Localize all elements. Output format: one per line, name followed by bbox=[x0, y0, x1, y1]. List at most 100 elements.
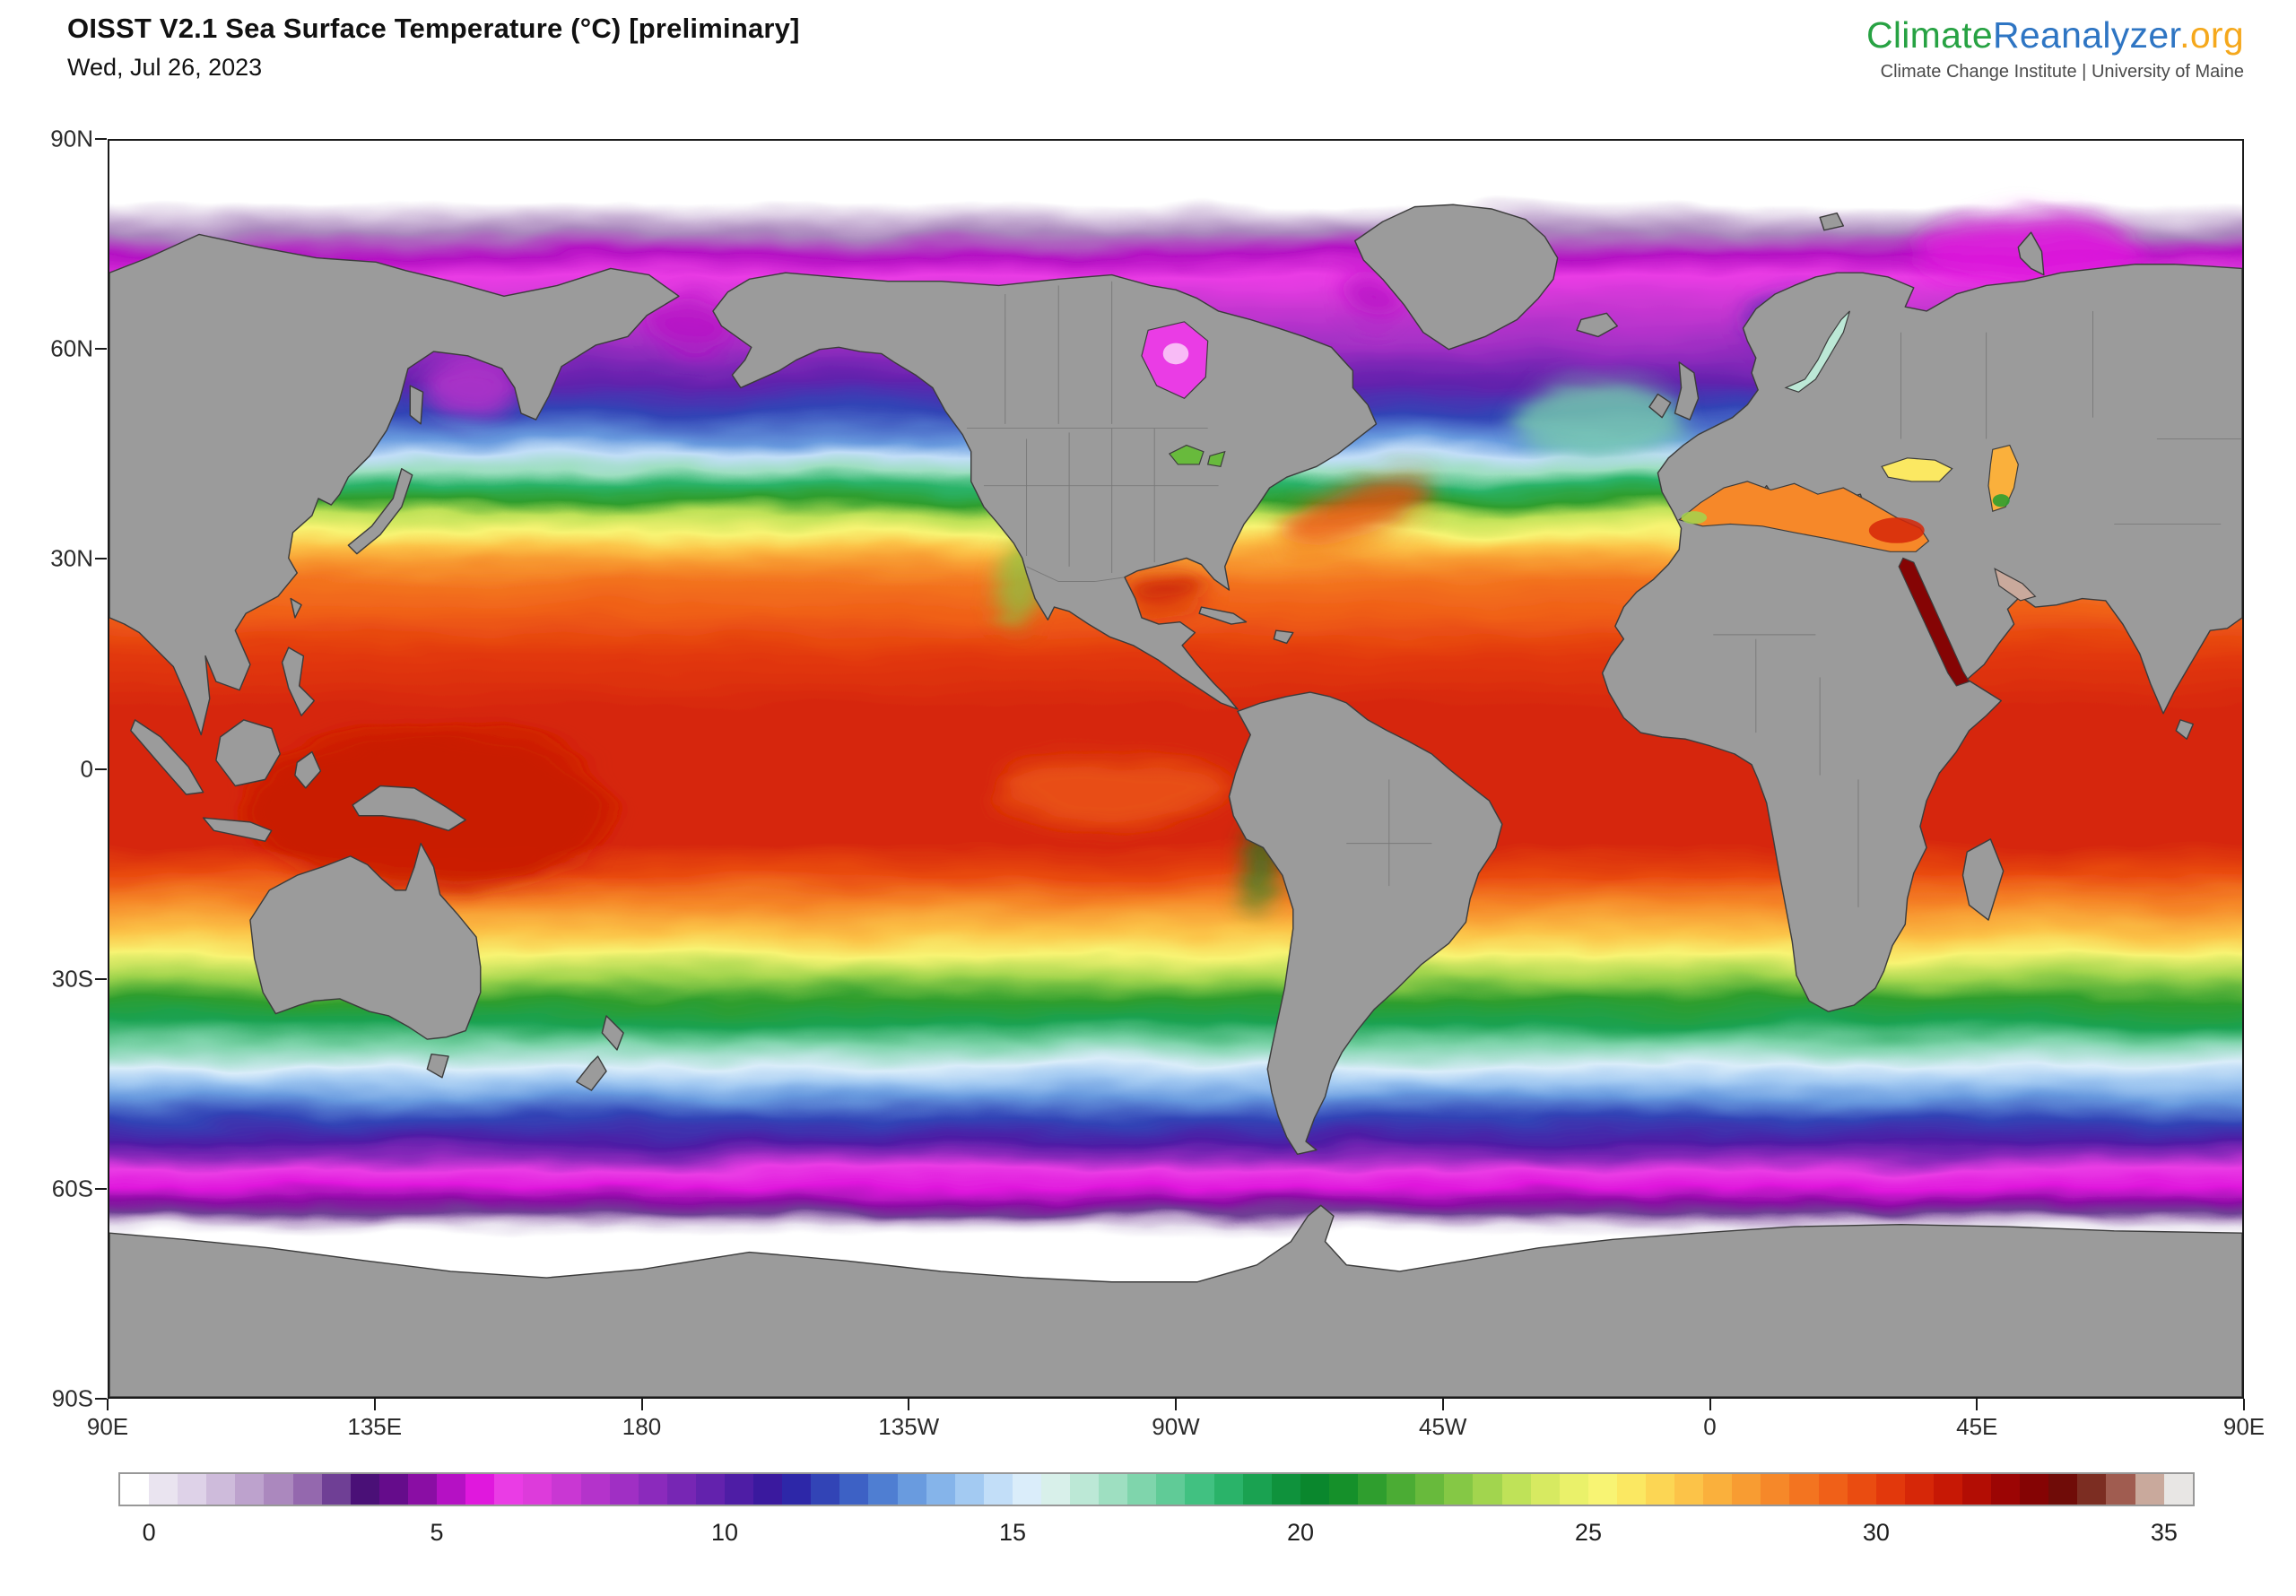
colorbar-swatch bbox=[753, 1474, 783, 1505]
colorbar-swatch bbox=[580, 1474, 610, 1505]
colorbar-swatch bbox=[666, 1474, 696, 1505]
great-lakes-east bbox=[1206, 450, 1226, 467]
colorbar-swatch bbox=[1070, 1474, 1100, 1505]
lon-tick bbox=[908, 1399, 910, 1410]
colorbar-swatch bbox=[1645, 1474, 1675, 1505]
title-block: OISST V2.1 Sea Surface Temperature (°C) … bbox=[67, 13, 800, 82]
island-ireland bbox=[1648, 393, 1672, 419]
colorbar-swatch bbox=[552, 1474, 581, 1505]
colorbar-swatch bbox=[2135, 1474, 2164, 1505]
colorbar-tick-label: 10 bbox=[711, 1519, 739, 1546]
colorbar-swatch bbox=[2163, 1474, 2193, 1505]
lon-label: 90E bbox=[86, 1413, 129, 1440]
island-iceland bbox=[1576, 312, 1618, 338]
continent-north-america bbox=[712, 272, 1378, 710]
colorbar-swatch bbox=[1012, 1474, 1041, 1505]
continent-afro-eurasia bbox=[1601, 264, 2242, 1012]
island-cuba bbox=[1198, 606, 1248, 625]
lon-tick bbox=[2243, 1399, 2245, 1410]
colorbar-swatch bbox=[523, 1474, 552, 1505]
colorbar-swatch bbox=[1904, 1474, 1934, 1505]
colorbar-swatch bbox=[1616, 1474, 1646, 1505]
island-sakhalin bbox=[409, 385, 424, 425]
colorbar-swatch bbox=[1559, 1474, 1588, 1505]
colorbar-swatch bbox=[2077, 1474, 2107, 1505]
baltic-sea bbox=[1784, 310, 1851, 393]
continent-south-america bbox=[1228, 691, 1503, 1156]
ne-atlantic-patch bbox=[1517, 378, 1688, 456]
lat-tick bbox=[95, 138, 107, 140]
colorbar-swatch bbox=[868, 1474, 898, 1505]
island-nz-north bbox=[601, 1015, 624, 1051]
colorbar-swatch bbox=[1933, 1474, 1962, 1505]
island-java bbox=[202, 817, 273, 842]
colorbar-swatch bbox=[1358, 1474, 1387, 1505]
colorbar-tick-label: 30 bbox=[1862, 1519, 1890, 1546]
colorbar-swatch bbox=[206, 1474, 236, 1505]
brand-tagline: Climate Change Institute | University of… bbox=[1880, 62, 2244, 82]
colorbar-tick-label: 0 bbox=[142, 1519, 156, 1546]
colorbar-swatch bbox=[1444, 1474, 1474, 1505]
lat-label: 60S bbox=[51, 1175, 93, 1202]
lat-label: 60N bbox=[50, 334, 93, 362]
lon-tick bbox=[373, 1399, 376, 1410]
island-borneo bbox=[215, 719, 281, 787]
colorbar bbox=[118, 1472, 2195, 1506]
black-sea bbox=[1881, 457, 1953, 482]
gulf-stream-patch bbox=[1279, 477, 1435, 551]
colorbar-swatch bbox=[2106, 1474, 2135, 1505]
lat-label: 0 bbox=[80, 755, 93, 782]
lon-label: 0 bbox=[1703, 1413, 1717, 1440]
colorbar-tick-label: 5 bbox=[430, 1519, 444, 1546]
east-mediterranean-hotspot bbox=[1868, 517, 1925, 543]
colorbar-swatch bbox=[1789, 1474, 1819, 1505]
colorbar-tick-label: 35 bbox=[2150, 1519, 2178, 1546]
colorbar-swatch bbox=[926, 1474, 955, 1505]
colorbar-swatch bbox=[1473, 1474, 1502, 1505]
colorbar-swatch bbox=[638, 1474, 667, 1505]
map-title: OISST V2.1 Sea Surface Temperature (°C) … bbox=[67, 13, 800, 44]
colorbar-swatch bbox=[1501, 1474, 1531, 1505]
lat-label: 30N bbox=[50, 544, 93, 572]
lon-label: 180 bbox=[622, 1413, 662, 1440]
lon-tick bbox=[107, 1399, 109, 1410]
continent-asia bbox=[109, 233, 680, 736]
brand-part: .org bbox=[2179, 14, 2244, 56]
lon-tick bbox=[640, 1399, 643, 1410]
island-japan bbox=[347, 467, 413, 555]
colorbar-swatch bbox=[1156, 1474, 1186, 1505]
lat-label: 90N bbox=[50, 125, 93, 152]
continent-antarctica bbox=[109, 1204, 2242, 1397]
lon-label: 135W bbox=[878, 1413, 940, 1440]
colorbar-swatch bbox=[1587, 1474, 1617, 1505]
colorbar-swatch bbox=[1127, 1474, 1157, 1505]
lon-label: 90W bbox=[1152, 1413, 1200, 1440]
brand-logo[interactable]: ClimateReanalyzer.org bbox=[1866, 14, 2244, 56]
lon-tick bbox=[1175, 1399, 1177, 1410]
colorbar-swatch bbox=[235, 1474, 265, 1505]
colorbar-swatch bbox=[321, 1474, 351, 1505]
sst-map bbox=[108, 139, 2244, 1399]
colorbar-swatch bbox=[1674, 1474, 1704, 1505]
colorbar-swatch bbox=[1041, 1474, 1071, 1505]
country-borders bbox=[966, 281, 2242, 907]
eq-east-pacific-patch bbox=[994, 756, 1230, 825]
island-novaya-zemlya bbox=[2017, 231, 2045, 276]
colorbar-swatch bbox=[149, 1474, 178, 1505]
colorbar-swatch bbox=[2048, 1474, 2078, 1505]
colorbar-swatch bbox=[2020, 1474, 2049, 1505]
lon-tick bbox=[1976, 1399, 1979, 1410]
colorbar-swatch bbox=[350, 1474, 379, 1505]
lat-tick bbox=[95, 1398, 107, 1400]
lat-tick bbox=[95, 768, 107, 770]
colorbar-swatch bbox=[1818, 1474, 1848, 1505]
colorbar-swatch bbox=[811, 1474, 840, 1505]
bering-sea-patch bbox=[647, 296, 733, 348]
island-taiwan bbox=[290, 597, 302, 619]
lat-label: 30S bbox=[51, 965, 93, 993]
island-svalbard bbox=[1819, 213, 1845, 231]
colorbar-swatch bbox=[695, 1474, 725, 1505]
colorbar-swatch bbox=[1847, 1474, 1876, 1505]
colorbar-swatch bbox=[1099, 1474, 1128, 1505]
